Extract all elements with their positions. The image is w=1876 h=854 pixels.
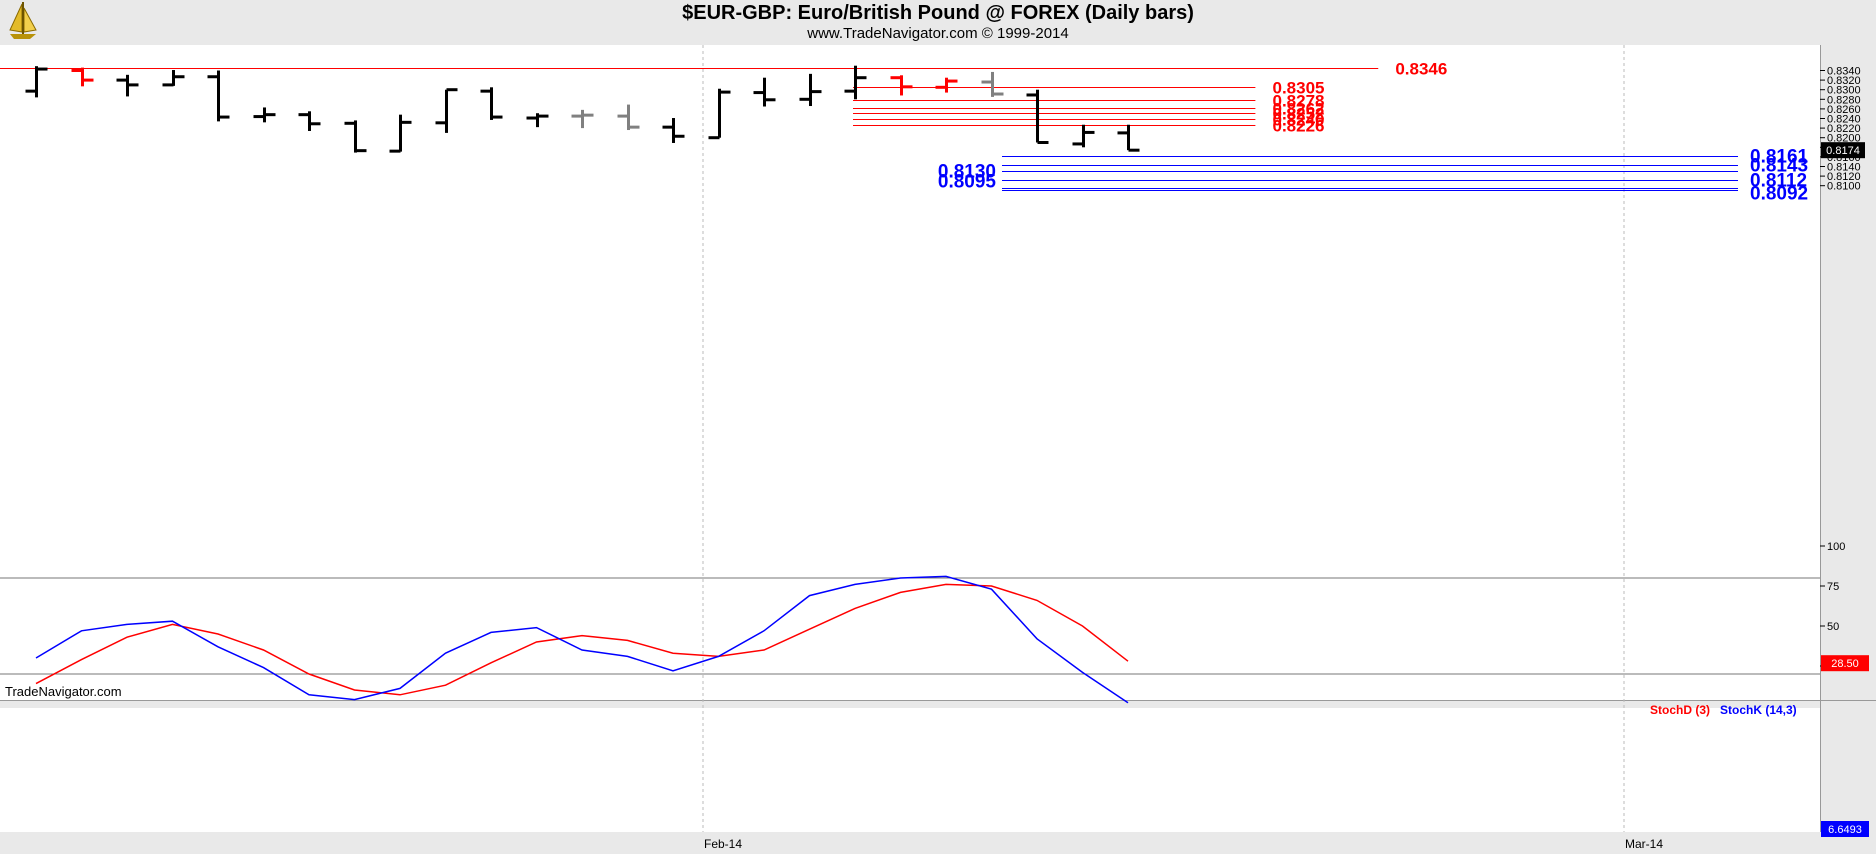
- resistance-level-label: 0.8346: [1395, 60, 1447, 79]
- resistance-level-label: 0.8240: [1273, 111, 1325, 130]
- legend-stochk: StochK (14,3): [1720, 703, 1797, 717]
- y-tick-label: 0.8260: [1827, 104, 1861, 116]
- ohlc-bar: [435, 88, 458, 133]
- stochastic-panel-background: [0, 708, 1820, 832]
- ohlc-bar: [207, 70, 230, 122]
- chart-title: $EUR-GBP: Euro/British Pound @ FOREX (Da…: [682, 2, 1194, 24]
- ohlc-bar: [1026, 89, 1049, 144]
- y-tick-label: 0.8140: [1827, 162, 1861, 174]
- stochastic-value-label: 28.50: [1831, 658, 1859, 670]
- ohlc-bar: [480, 87, 503, 120]
- ohlc-bar: [71, 67, 94, 87]
- y-tick-label: 0.8220: [1827, 123, 1861, 135]
- y-tick-label: 0.8280: [1827, 94, 1861, 106]
- resistance-level-label: 0.8278: [1273, 92, 1325, 111]
- ohlc-bar: [799, 73, 822, 107]
- resistance-level-label: 0.8252: [1273, 105, 1325, 124]
- ohlc-bar: [708, 88, 731, 140]
- stochastic-value-badge: [1821, 655, 1869, 672]
- resistance-level-label: 0.8226: [1273, 117, 1325, 136]
- y-tick-label: 0.8120: [1827, 171, 1861, 183]
- stochastic-y-tick-label: 50: [1827, 621, 1839, 633]
- ohlc-bar: [617, 104, 640, 131]
- support-level-label: 0.8112: [1750, 171, 1807, 192]
- ohlc-bar: [981, 71, 1004, 97]
- chart-header: $EUR-GBP: Euro/British Pound @ FOREX (Da…: [0, 2, 1876, 42]
- ohlc-bar: [844, 65, 867, 100]
- stochastic-value-badge: [1821, 821, 1869, 837]
- ohlc-bar: [1072, 124, 1095, 148]
- price-panel-background: [0, 45, 1820, 700]
- resistance-level-label: 0.8262: [1273, 100, 1325, 119]
- ohlc-bar: [1117, 124, 1140, 152]
- resistance-level-label: 0.8305: [1273, 79, 1325, 98]
- ohlc-bar: [253, 107, 276, 123]
- stochastic-series-line: [35, 583, 1129, 696]
- chart-subtitle: www.TradeNavigator.com © 1999-2014: [807, 25, 1069, 42]
- ohlc-bar: [25, 66, 48, 98]
- ohlc-bar: [935, 77, 958, 93]
- last-price-label: 0.8174: [1826, 145, 1860, 157]
- ohlc-bar: [890, 75, 913, 96]
- legend-stochd: StochD (3): [1650, 703, 1710, 717]
- watermark: TradeNavigator.com: [5, 684, 122, 699]
- last-price-badge: [1821, 142, 1865, 159]
- support-level-label: 0.8092: [1750, 184, 1808, 205]
- y-tick-label: 0.8320: [1827, 75, 1861, 87]
- ohlc-bar: [662, 118, 685, 143]
- y-tick-label: 0.8340: [1827, 66, 1861, 78]
- sailboat-logo-icon: [9, 2, 37, 39]
- support-level-label: 0.8161: [1750, 147, 1809, 168]
- y-tick-label: 0.8300: [1827, 85, 1861, 97]
- x-tick-label: Mar-14: [1625, 837, 1663, 851]
- stochastic-series-line: [35, 575, 1129, 704]
- ohlc-bar: [116, 74, 139, 97]
- y-tick-label: 0.8100: [1827, 181, 1861, 193]
- y-tick-label: 0.8200: [1827, 133, 1861, 145]
- support-level-label: 0.8130: [938, 162, 996, 183]
- ohlc-bar: [298, 111, 321, 131]
- stochastic-y-tick-label: 100: [1827, 541, 1845, 553]
- ohlc-bar: [526, 113, 549, 128]
- logo: [2, 0, 44, 42]
- y-tick-label: 0.8240: [1827, 114, 1861, 126]
- x-tick-label: Feb-14: [704, 837, 742, 851]
- support-level-label: 0.8095: [938, 172, 997, 193]
- ohlc-bar: [344, 120, 367, 153]
- ohlc-bar: [571, 109, 594, 129]
- stochastic-y-tick-label: 75: [1827, 581, 1839, 593]
- stochastic-value-label: 6.6493: [1828, 824, 1862, 836]
- ohlc-bar: [389, 114, 412, 153]
- support-level-label: 0.8143: [1750, 156, 1808, 177]
- ohlc-bar: [162, 70, 185, 87]
- ohlc-bar: [753, 77, 776, 107]
